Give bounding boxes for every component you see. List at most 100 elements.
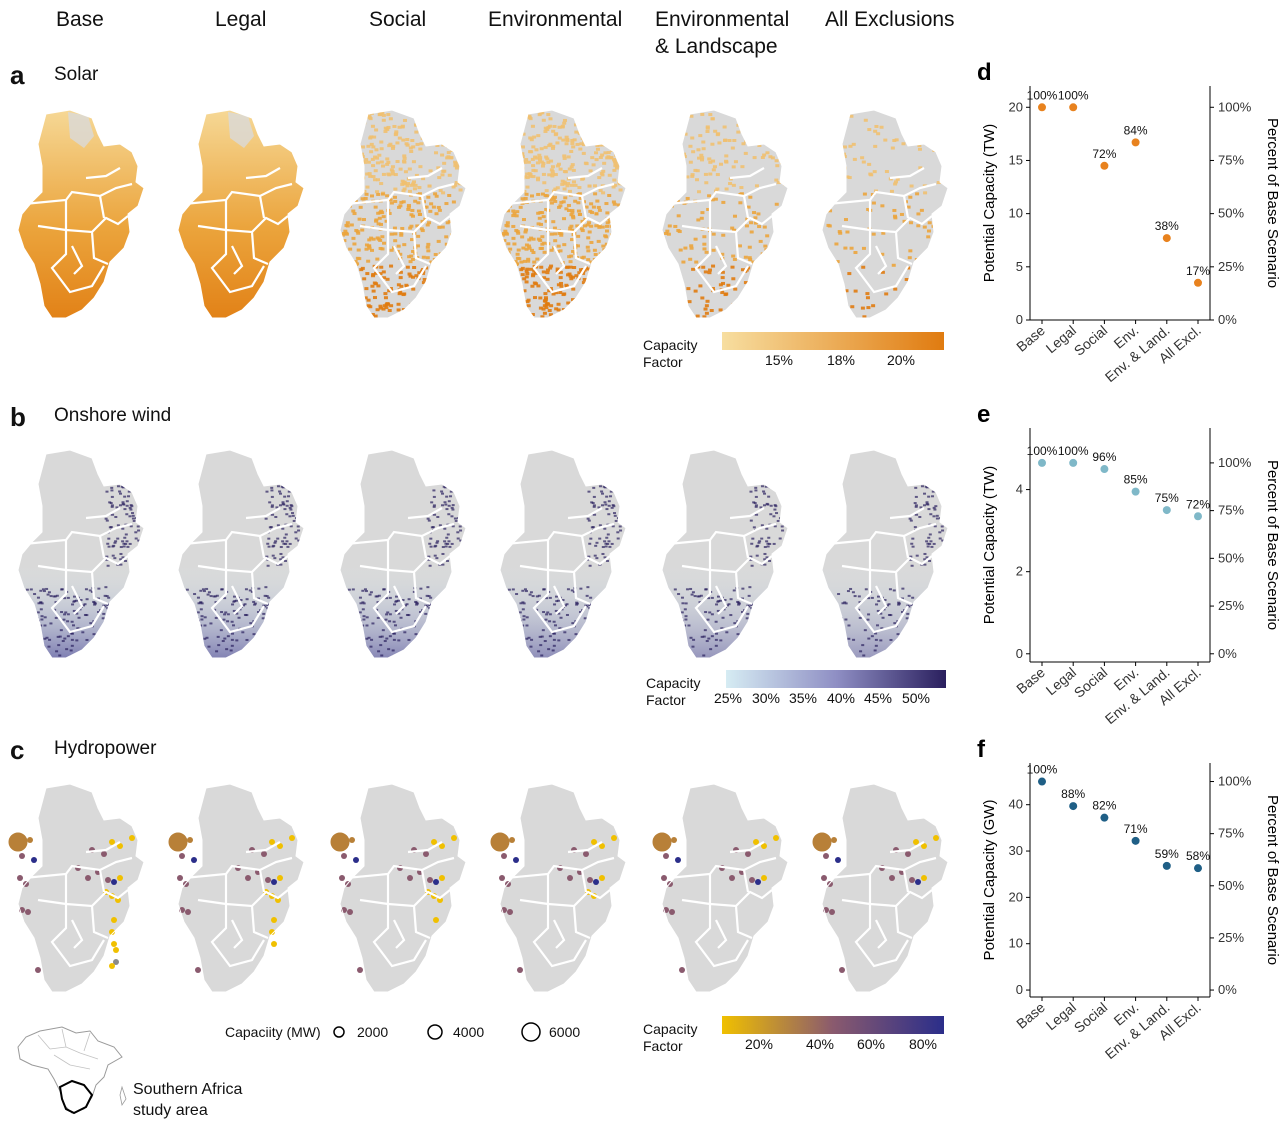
data-point: [1194, 278, 1202, 287]
hydro-plant-point: [675, 857, 681, 863]
madagascar-outline: [119, 1085, 127, 1107]
hydro-plant-point: [330, 832, 350, 852]
hydro-plant-point: [109, 839, 115, 845]
country-borders: [827, 507, 937, 634]
hydro-plant-point: [289, 835, 295, 841]
chart-d: d 0 5 10 15 20 0% 25% 50% 75% 100% Potential Capaci…: [975, 58, 1281, 403]
hydro-plant-point: [490, 832, 510, 852]
land-mass: [340, 110, 466, 318]
panel-letter-c: c: [10, 735, 25, 765]
y2-tick-label: 50%: [1218, 878, 1244, 893]
size-label: 6000: [549, 1024, 581, 1040]
land-mass: [822, 784, 948, 992]
hydro-plant-point: [745, 851, 751, 857]
y2-tick-label: 75%: [1218, 503, 1244, 518]
hydro-plant-point: [117, 843, 123, 849]
data-label: 85%: [1124, 473, 1148, 487]
hydro-plant-point: [109, 929, 115, 935]
hydro-map-svg: [652, 783, 789, 993]
solar-map-svg: [177, 109, 305, 319]
data-label: 59%: [1155, 847, 1179, 861]
hydro-plant-point: [117, 875, 123, 881]
data-point: [1194, 512, 1202, 521]
hydro-plant-point: [661, 875, 667, 881]
wind-map-0: [8, 436, 168, 676]
coastline: [177, 783, 305, 993]
hydro-plant-point: [773, 835, 779, 841]
hydro-plant-point: [431, 839, 437, 845]
country-borders: [827, 167, 937, 294]
hydro-map-2: [330, 770, 490, 1010]
data-label: 100%: [1058, 444, 1089, 458]
land-mass: [662, 784, 788, 992]
solar-map-svg: [339, 109, 467, 319]
hydro-plant-point: [269, 929, 275, 935]
y2-tick-label: 100%: [1218, 774, 1252, 789]
coastline: [339, 449, 467, 659]
data-point: [1069, 103, 1078, 112]
wind-legend: Capacity Factor 25% 30% 35% 40% 45% 50%: [640, 668, 960, 718]
data-point: [1100, 161, 1109, 170]
x-tick-label: Social: [1071, 322, 1111, 359]
hydro-plant-point: [591, 839, 597, 845]
hydro-plant-point: [113, 947, 119, 953]
size-label: 4000: [453, 1024, 485, 1040]
y2-tick-label: 25%: [1218, 259, 1244, 274]
data-point: [1131, 138, 1140, 147]
coastline: [499, 449, 627, 659]
hydro-tick: 60%: [856, 1036, 886, 1052]
land-mass: [822, 110, 948, 318]
y-tick-label: 10: [1009, 936, 1023, 951]
hydro-plant-point: [509, 837, 515, 843]
land-mass: [662, 110, 788, 318]
coastline: [499, 783, 627, 993]
hydro-plant-point: [261, 851, 267, 857]
column-header-legal: Legal: [215, 8, 267, 31]
country-borders: [827, 841, 937, 968]
land-mass: [340, 784, 466, 992]
data-label: 17%: [1186, 264, 1210, 278]
chart-e-svg: e 0 2 4 0% 25% 50% 75% 100% Potential Capacity (T…: [977, 401, 1281, 727]
hydro-plant-point: [433, 917, 439, 923]
size-label: 2000: [357, 1024, 389, 1040]
hydro-plant-point: [275, 897, 281, 903]
hydro-plant-point: [168, 832, 188, 852]
hydro-plant-point: [437, 897, 443, 903]
hydro-plant-point: [921, 843, 927, 849]
coastline: [661, 783, 789, 993]
data-point: [1162, 506, 1171, 515]
hydro-map-row: [0, 770, 980, 1010]
y-tick-label: 20: [1009, 889, 1023, 904]
hydro-plant-point: [271, 917, 277, 923]
y-axis-label: Potential Capacity (GW): [981, 800, 998, 961]
coastline: [661, 449, 789, 659]
column-header-env-landscape: Environmental & Landscape: [655, 8, 790, 58]
column-header-all-exclusions: All Exclusions: [825, 8, 955, 31]
hydro-plant-point: [349, 837, 355, 843]
solar-map-5: [812, 96, 972, 336]
hydro-plant-point: [357, 967, 363, 973]
hydro-plant-point: [271, 879, 277, 885]
y2-tick-label: 0%: [1218, 646, 1237, 661]
solar-map-svg: [499, 109, 627, 319]
hydro-plant-point: [245, 875, 251, 881]
hydro-plant-point: [729, 875, 735, 881]
wind-tick: 30%: [751, 690, 781, 706]
land-mass: [178, 784, 304, 992]
hydro-map-svg: [812, 783, 949, 993]
country-borders: [23, 167, 133, 294]
hydro-plant-point: [271, 941, 277, 947]
coastline: [177, 109, 305, 319]
size-circle-medium: [427, 1024, 443, 1040]
data-label: 38%: [1155, 219, 1179, 233]
land-mass: [18, 784, 144, 992]
wind-map-3: [490, 436, 650, 676]
wind-tick: 50%: [901, 690, 931, 706]
y-tick-label: 15: [1009, 152, 1023, 167]
hydro-plant-point: [812, 832, 832, 852]
y2-tick-label: 75%: [1218, 826, 1244, 841]
hydro-plant-point: [191, 857, 197, 863]
x-tick-label: Social: [1071, 664, 1111, 701]
country-borders: [667, 167, 777, 294]
solar-map-3: [490, 96, 650, 336]
